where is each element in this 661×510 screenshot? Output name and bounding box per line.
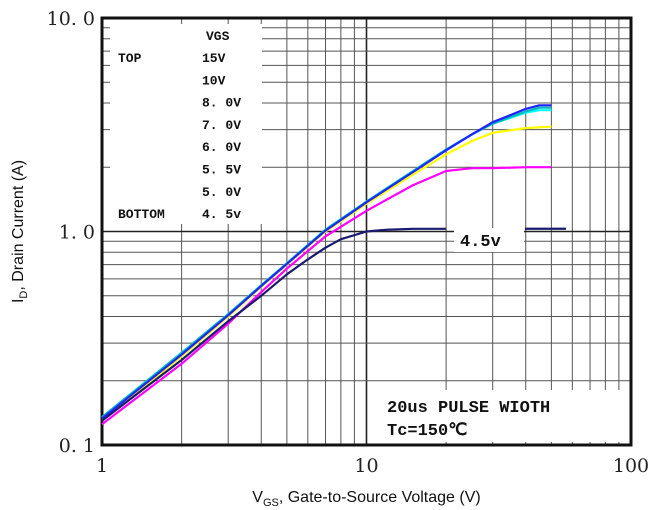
test-conditions-note: 20us PULSE WIOTH Tc=150℃ bbox=[378, 390, 624, 442]
pulse-width-note: 20us PULSE WIOTH bbox=[387, 399, 550, 418]
legend-entry: 5. 5V bbox=[202, 163, 241, 178]
y-tick-label: 10. 0 bbox=[47, 8, 95, 30]
x-axis-label-main: V bbox=[252, 489, 263, 506]
inline-series-label: 4.5v bbox=[454, 227, 566, 252]
y-tick-label: 1. 0 bbox=[59, 222, 95, 244]
x-tick-label: 10 bbox=[354, 455, 378, 477]
x-axis-label-sub: GS bbox=[263, 497, 279, 509]
y-axis-label-main: I bbox=[10, 299, 27, 303]
legend-entry: 4. 5v bbox=[202, 207, 241, 222]
x-axis-label-rest: , Gate-to-Source Voltage (V) bbox=[279, 489, 481, 506]
legend-entry: 7. 0V bbox=[202, 118, 241, 133]
series-layer bbox=[101, 104, 552, 426]
legend-top-label: TOP bbox=[118, 51, 142, 66]
legend-entry: 8. 0V bbox=[202, 96, 241, 111]
legend-entry: 10V bbox=[202, 73, 226, 88]
y-axis-label: ID, Drain Current (A) bbox=[10, 160, 30, 303]
y-tick-label: 0. 1 bbox=[59, 435, 95, 457]
temperature-note: Tc=150℃ bbox=[387, 422, 467, 441]
legend-entry: 6. 0V bbox=[202, 140, 241, 155]
legend-entry: 5. 0V bbox=[202, 185, 241, 200]
x-axis-label: VGS, Gate-to-Source Voltage (V) bbox=[252, 489, 480, 509]
series-line-6 bbox=[101, 227, 447, 422]
y-axis-label-sub: D bbox=[18, 291, 30, 299]
tick-labels: 1 10 100 10. 0 1. 0 0. 1 bbox=[47, 8, 649, 477]
note-background bbox=[378, 390, 624, 442]
legend-entry: 15V bbox=[202, 51, 226, 66]
legend-entries: 15V 10V 8. 0V 7. 0V 6. 0V 5. 5V 5. 0V 4. 5v bbox=[202, 51, 241, 222]
inline-label-text: 4.5v bbox=[460, 233, 501, 252]
series-line-1 bbox=[101, 166, 552, 426]
grid bbox=[102, 18, 631, 445]
y-axis-label-rest: , Drain Current (A) bbox=[10, 160, 27, 291]
series-line-5 bbox=[101, 104, 552, 420]
legend-background bbox=[110, 24, 262, 224]
x-tick-label: 1 bbox=[96, 455, 108, 477]
legend-bottom-label: BOTTOM bbox=[118, 207, 165, 222]
inline-label-background bbox=[454, 228, 524, 252]
legend-header: VGS bbox=[206, 29, 230, 44]
x-tick-label: 100 bbox=[613, 455, 649, 477]
legend: VGS TOP BOTTOM 15V 10V 8. 0V 7. 0V 6. 0V 5. 5… bbox=[110, 24, 262, 224]
plot-frame bbox=[100, 16, 633, 447]
